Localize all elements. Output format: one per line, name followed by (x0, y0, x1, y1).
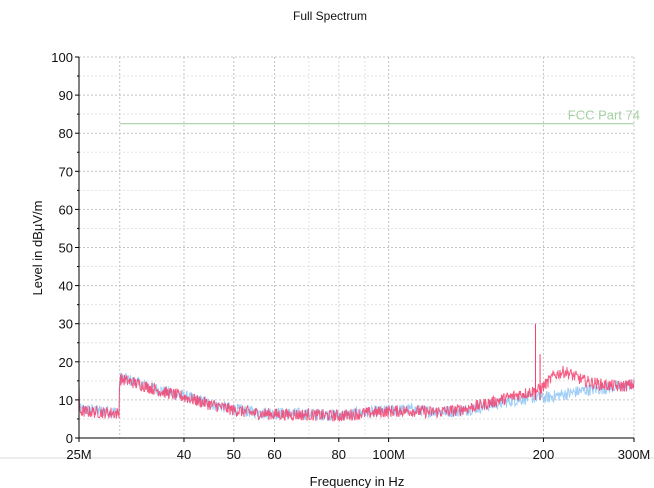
axes (0, 56, 654, 459)
series-line (78, 365, 635, 422)
limit-line-label: FCC Part 74 (568, 108, 640, 123)
y-tick-label: 60 (59, 202, 73, 217)
y-tick-label: 70 (59, 164, 73, 179)
series-group (78, 323, 635, 422)
y-tick-labels: 0 10 20 30 40 50 60 70 80 90 100 (51, 50, 73, 446)
y-tick-label: 50 (59, 241, 73, 256)
x-tick-label: 60 (267, 447, 281, 462)
y-tick-label: 100 (51, 50, 73, 65)
x-tick-label: 100M (372, 447, 405, 462)
y-tick-label: 10 (59, 393, 73, 408)
x-tick-label: 25M (66, 447, 91, 462)
x-tick-label: 50 (227, 447, 241, 462)
x-tick-labels: 25M 40 50 60 80 100M 200 300M (66, 447, 650, 462)
grid (78, 56, 635, 439)
chart-title: Full Spectrum (293, 9, 367, 23)
y-axis-title: Level in dBµV/m (30, 201, 45, 296)
y-tick-label: 20 (59, 355, 73, 370)
x-tick-label: 40 (177, 447, 191, 462)
y-tick-label: 40 (59, 279, 73, 294)
y-tick-label: 30 (59, 317, 73, 332)
x-tick-label: 300M (618, 447, 651, 462)
y-tick-label: 0 (66, 431, 73, 446)
x-tick-label: 80 (332, 447, 346, 462)
y-tick-label: 80 (59, 126, 73, 141)
y-tick-label: 90 (59, 88, 73, 103)
x-axis-title: Frequency in Hz (310, 474, 405, 488)
x-tick-label: 200 (533, 447, 555, 462)
limit-line-group: FCC Part 74 (119, 108, 640, 125)
